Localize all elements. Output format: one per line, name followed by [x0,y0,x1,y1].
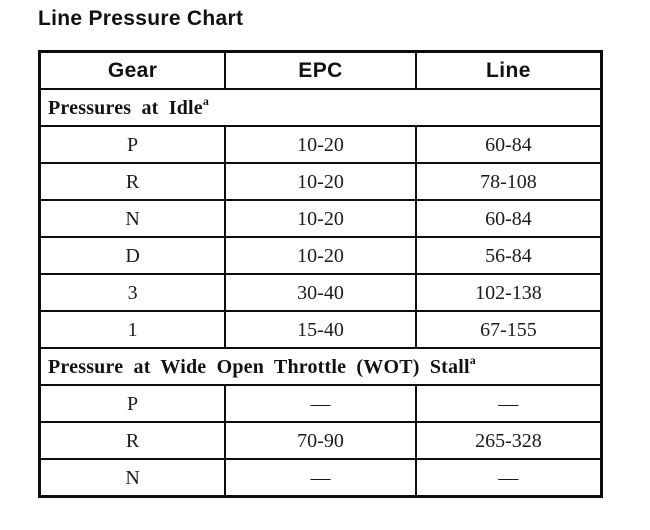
line-cell: — [415,385,601,422]
gear-cell: P [40,385,226,422]
section-title: Pressures at Idle [48,96,203,119]
line-cell: 78-108 [415,163,601,200]
gear-cell: N [40,459,226,496]
line-cell: 56-84 [415,237,601,274]
section-title: Pressure at Wide Open Throttle (WOT) Sta… [48,355,470,378]
gear-cell: N [40,200,226,237]
epc-cell: 70-90 [225,422,416,459]
epc-cell: — [225,385,416,422]
epc-cell: 10-20 [225,200,416,237]
column-header-line: Line [415,52,601,89]
line-cell: — [415,459,601,496]
epc-cell: — [225,459,416,496]
page-title: Line Pressure Chart [38,7,244,30]
gear-cell: D [40,237,226,274]
footnote-marker: a [202,93,209,108]
table-row-wot-r: R 70-90 265-328 [40,422,601,459]
table-row-idle-d: D 10-20 56-84 [40,237,601,274]
section-header-idle: Pressures at Idlea [40,89,601,126]
epc-cell: 10-20 [225,237,416,274]
column-header-gear: Gear [40,52,226,89]
gear-cell: R [40,163,226,200]
epc-cell: 30-40 [225,274,416,311]
table-row-idle-n: N 10-20 60-84 [40,200,601,237]
table-row-idle-r: R 10-20 78-108 [40,163,601,200]
section-header-wot-stall: Pressure at Wide Open Throttle (WOT) Sta… [40,348,601,385]
table-row-idle-3: 3 30-40 102-138 [40,274,601,311]
epc-cell: 10-20 [225,126,416,163]
line-cell: 60-84 [415,200,601,237]
epc-cell: 15-40 [225,311,416,348]
gear-cell: P [40,126,226,163]
table-row-wot-n: N — — [40,459,601,496]
table-row-idle-1: 1 15-40 67-155 [40,311,601,348]
table-row-wot-p: P — — [40,385,601,422]
column-header-row: Gear EPC Line [40,52,601,89]
section-header-row-wot: Pressure at Wide Open Throttle (WOT) Sta… [40,348,601,385]
line-cell: 67-155 [415,311,601,348]
gear-cell: 3 [40,274,226,311]
line-cell: 102-138 [415,274,601,311]
epc-cell: 10-20 [225,163,416,200]
gear-cell: R [40,422,226,459]
line-cell: 265-328 [415,422,601,459]
table-row-idle-p: P 10-20 60-84 [40,126,601,163]
gear-cell: 1 [40,311,226,348]
line-cell: 60-84 [415,126,601,163]
column-header-epc: EPC [225,52,416,89]
footnote-marker: a [469,352,476,367]
line-pressure-table: Gear EPC Line Pressures at Idlea P 10-20… [38,50,603,498]
section-header-row-idle: Pressures at Idlea [40,89,601,126]
